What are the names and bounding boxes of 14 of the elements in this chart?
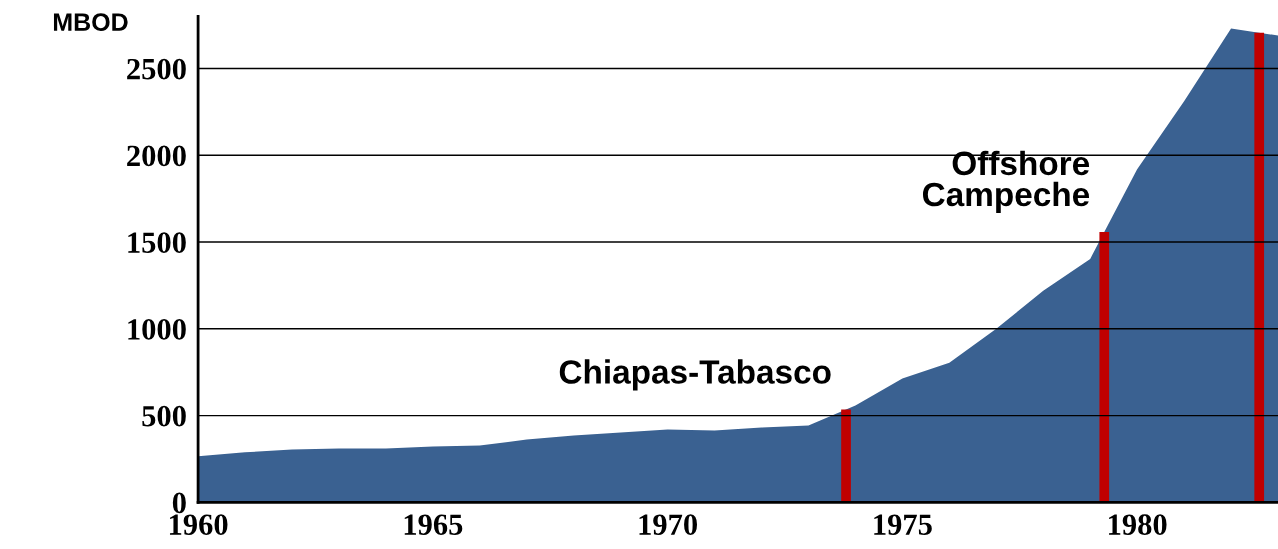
x-tick-label: 1980 <box>1109 514 1167 535</box>
y-axis-title: MBOD <box>53 13 128 31</box>
x-tick-label: 1970 <box>639 514 698 535</box>
y-tick-label: 0 <box>172 492 186 514</box>
x-tick-label: 1960 <box>169 514 228 535</box>
y-tick-label: 1500 <box>128 232 186 253</box>
y-tick-label: 500 <box>142 405 186 427</box>
ref-line-label: Chiapas-Tabasco <box>559 359 831 391</box>
y-tick-label: 2000 <box>127 145 186 167</box>
x-tick-label: 1975 <box>874 514 932 535</box>
y-tick-label: 2500 <box>127 58 186 80</box>
y-tick-label: 1000 <box>128 319 186 340</box>
x-tick-label: 1965 <box>404 514 463 535</box>
ref-line-label: Offshore Campeche <box>922 150 1090 213</box>
